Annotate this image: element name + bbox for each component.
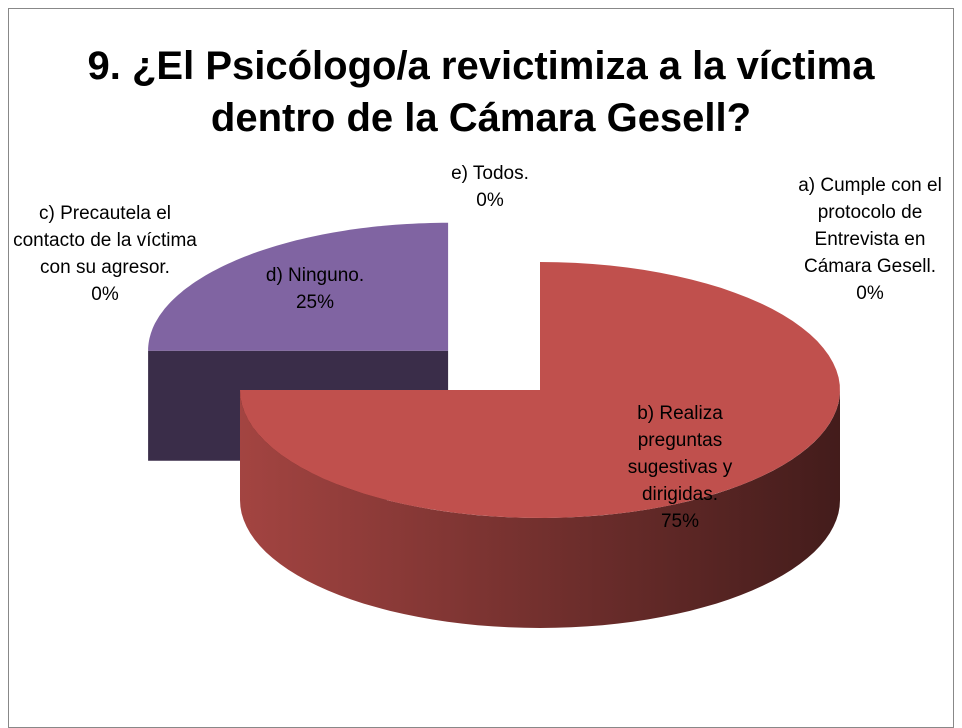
data-label: b) Realiza preguntas sugestivas y dirigi…: [605, 400, 755, 535]
data-label: e) Todos. 0%: [425, 160, 555, 214]
category-label: e) Todos.: [451, 163, 529, 184]
pie-plot: [148, 222, 840, 628]
category-label: a) Cumple con el protocolo de Entrevista…: [798, 175, 942, 277]
data-label: c) Precautela el contacto de la víctima …: [10, 200, 200, 308]
slice-top: [240, 262, 840, 518]
data-label: a) Cumple con el protocolo de Entrevista…: [780, 172, 960, 307]
category-label: d) Ninguno.: [265, 265, 365, 286]
value-label: 0%: [91, 284, 119, 305]
value-label: 0%: [856, 283, 884, 304]
value-label: 75%: [660, 511, 700, 532]
value-label: 0%: [476, 190, 504, 211]
data-label: d) Ninguno. 25%: [250, 262, 380, 316]
category-label: c) Precautela el contacto de la víctima …: [13, 203, 197, 278]
category-label: b) Realiza preguntas sugestivas y dirigi…: [627, 403, 733, 505]
chart: 9. ¿El Psicólogo/a revictimiza a la víct…: [8, 8, 960, 728]
pie-slice: [240, 262, 840, 628]
slice-top: [148, 222, 449, 351]
chart-title: 9. ¿El Psicólogo/a revictimiza a la víct…: [87, 44, 875, 140]
value-label: 25%: [295, 292, 335, 313]
slice-side: [240, 390, 840, 628]
